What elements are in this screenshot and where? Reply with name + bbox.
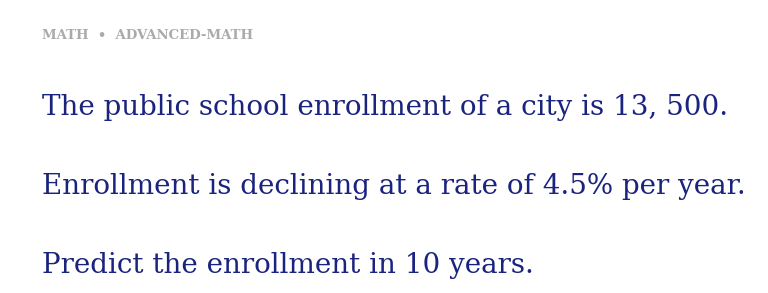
Text: The public school enrollment of a city is 13, 500.: The public school enrollment of a city i… — [42, 94, 728, 121]
Text: Predict the enrollment in 10 years.: Predict the enrollment in 10 years. — [42, 252, 534, 279]
Text: MATH  •  ADVANCED-MATH: MATH • ADVANCED-MATH — [42, 29, 253, 42]
Text: Enrollment is declining at a rate of 4.5% per year.: Enrollment is declining at a rate of 4.5… — [42, 173, 746, 200]
